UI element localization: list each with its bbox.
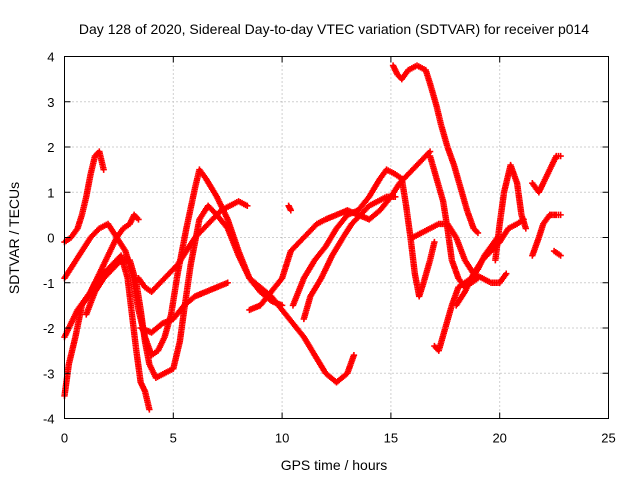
- grid-lines: [64, 56, 609, 419]
- series-track-19: [529, 211, 564, 259]
- series-track-10: [289, 166, 438, 309]
- y-tick-label: 2: [47, 140, 54, 155]
- series-track-17: [492, 161, 530, 264]
- data-point: [392, 193, 399, 200]
- data-point: [557, 252, 564, 259]
- x-tick-label: 0: [61, 431, 68, 446]
- y-axis-label: SDTVAR / TECUs: [6, 182, 22, 294]
- y-tick-label: -3: [43, 366, 55, 381]
- data-point: [244, 202, 251, 210]
- data-point: [474, 229, 482, 237]
- data-point: [557, 152, 564, 160]
- data-point: [146, 406, 153, 413]
- series-track-14: [409, 220, 510, 286]
- data-point: [522, 225, 530, 232]
- series-track-11: [300, 193, 399, 323]
- data-point: [557, 211, 564, 219]
- y-tick-label: 0: [47, 231, 54, 246]
- y-tick-label: -2: [43, 321, 55, 336]
- x-tick-label: 15: [384, 431, 398, 446]
- y-tick-label: 3: [47, 95, 54, 110]
- x-tick-label: 5: [170, 431, 177, 446]
- data-point: [100, 166, 107, 173]
- series-track-7: [135, 198, 251, 295]
- y-tick-label: -4: [43, 412, 55, 427]
- series-track-2: [61, 148, 107, 246]
- series-track-6: [137, 279, 231, 336]
- series-track-18: [529, 152, 564, 196]
- x-axis-label: GPS time / hours: [281, 457, 388, 473]
- data-point: [224, 279, 231, 286]
- data-point: [287, 207, 295, 214]
- series-track-4: [61, 211, 142, 341]
- series-track-9: [285, 202, 295, 214]
- data-point: [350, 351, 358, 359]
- data-point: [503, 270, 510, 277]
- data-series: [61, 62, 564, 413]
- series-track-8: [246, 148, 434, 314]
- series-track-16: [452, 216, 527, 309]
- x-tick-label: 20: [492, 431, 506, 446]
- series-track-12: [389, 62, 482, 237]
- x-tick-label: 25: [601, 431, 615, 446]
- chart-title: Day 128 of 2020, Sidereal Day-to-day VTE…: [79, 21, 589, 37]
- data-point: [135, 216, 142, 223]
- data-point: [431, 238, 438, 246]
- y-tick-label: -1: [43, 276, 55, 291]
- series-track-20: [550, 247, 564, 259]
- data-point: [116, 258, 124, 265]
- axis-ticks: 0 5 10 15 20 25 -4 -3 -2 -1 0 1 2 3 4: [43, 50, 616, 446]
- x-tick-label: 10: [275, 431, 289, 446]
- y-tick-label: 4: [47, 50, 54, 65]
- y-tick-label: 1: [47, 185, 54, 200]
